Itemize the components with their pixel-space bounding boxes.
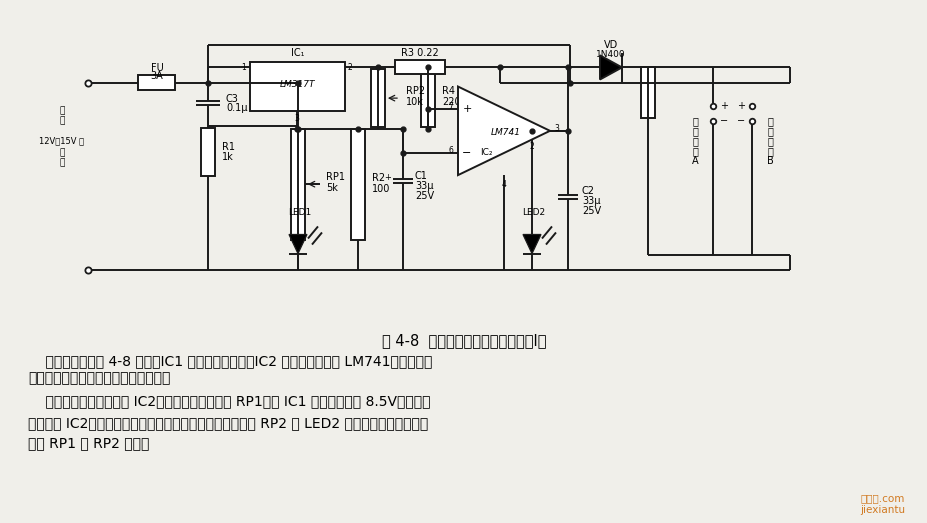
Text: 固定 RP1 和 RP2 即可。: 固定 RP1 和 RP2 即可。 bbox=[28, 436, 149, 450]
Text: 电: 电 bbox=[692, 126, 697, 136]
Text: 25V: 25V bbox=[414, 191, 434, 201]
Bar bbox=[371, 70, 385, 127]
Bar bbox=[138, 75, 175, 89]
Text: 供: 供 bbox=[59, 116, 65, 126]
Text: RP1: RP1 bbox=[325, 172, 345, 182]
Text: 3A: 3A bbox=[150, 72, 163, 82]
Text: 接: 接 bbox=[692, 116, 697, 126]
Polygon shape bbox=[288, 234, 307, 254]
Text: 2: 2 bbox=[529, 142, 534, 152]
Text: IC₁: IC₁ bbox=[290, 48, 304, 59]
Bar bbox=[395, 60, 445, 74]
Bar bbox=[421, 70, 435, 127]
Bar bbox=[249, 62, 345, 111]
Text: +: + bbox=[736, 100, 744, 111]
Polygon shape bbox=[523, 234, 540, 254]
Text: 的单运放或多运放的一个单元也可以。: 的单运放或多运放的一个单元也可以。 bbox=[28, 371, 171, 385]
Text: 12V～15V 电: 12V～15V 电 bbox=[39, 137, 84, 145]
Text: FU: FU bbox=[150, 63, 163, 73]
Polygon shape bbox=[600, 55, 621, 79]
Text: 3: 3 bbox=[553, 124, 558, 133]
Text: R2: R2 bbox=[372, 173, 385, 183]
Text: IC₂: IC₂ bbox=[479, 149, 491, 157]
Text: 3: 3 bbox=[294, 114, 299, 123]
Text: 1k: 1k bbox=[222, 152, 234, 162]
Text: 5k: 5k bbox=[325, 183, 337, 193]
Text: 池: 池 bbox=[692, 136, 697, 146]
Text: 池: 池 bbox=[767, 136, 772, 146]
Text: 4: 4 bbox=[501, 180, 506, 189]
Text: 组: 组 bbox=[767, 146, 772, 156]
Text: 接线图.com
jiexiantu: 接线图.com jiexiantu bbox=[859, 493, 904, 515]
Text: 33μ: 33μ bbox=[414, 181, 433, 191]
Text: 备: 备 bbox=[59, 158, 65, 167]
Text: C1: C1 bbox=[414, 171, 427, 181]
Bar bbox=[641, 67, 654, 118]
Text: 10k: 10k bbox=[406, 97, 424, 107]
Bar bbox=[350, 129, 364, 240]
Text: LM741: LM741 bbox=[490, 128, 520, 138]
Text: −: − bbox=[462, 148, 471, 158]
Text: 1N400: 1N400 bbox=[595, 50, 625, 59]
Text: R3 0.22: R3 0.22 bbox=[400, 48, 438, 59]
Text: 25V: 25V bbox=[581, 207, 601, 217]
Text: 0.1μ: 0.1μ bbox=[226, 103, 248, 112]
Text: 接: 接 bbox=[59, 106, 65, 115]
Text: 调试过程如下：先不装 IC2，不接蓄电池，调节 RP1，使 IC1 的输出电压为 8.5V。断开供: 调试过程如下：先不装 IC2，不接蓄电池，调节 RP1，使 IC1 的输出电压为… bbox=[28, 394, 430, 408]
Text: 接: 接 bbox=[767, 116, 772, 126]
Text: 2: 2 bbox=[348, 63, 352, 72]
Text: 设: 设 bbox=[59, 149, 65, 157]
Text: 33μ: 33μ bbox=[581, 196, 600, 206]
Text: 6: 6 bbox=[448, 146, 452, 155]
Text: R1: R1 bbox=[222, 142, 235, 152]
Text: 220: 220 bbox=[441, 97, 460, 107]
Text: LED1: LED1 bbox=[288, 208, 311, 217]
Text: −: − bbox=[736, 116, 744, 126]
Text: +: + bbox=[719, 100, 727, 111]
Text: +: + bbox=[384, 173, 390, 181]
Text: C2: C2 bbox=[581, 186, 594, 196]
Text: 组: 组 bbox=[692, 146, 697, 156]
Bar bbox=[201, 128, 215, 176]
Text: R4: R4 bbox=[441, 86, 454, 96]
Text: B: B bbox=[766, 156, 772, 166]
Text: 1: 1 bbox=[241, 63, 246, 72]
Text: VD: VD bbox=[603, 40, 617, 50]
Text: 7: 7 bbox=[448, 102, 452, 111]
Text: C3: C3 bbox=[226, 94, 238, 104]
Text: 100: 100 bbox=[372, 184, 390, 194]
Text: LED2: LED2 bbox=[522, 208, 545, 217]
Polygon shape bbox=[458, 86, 550, 175]
Text: +: + bbox=[462, 104, 471, 113]
Text: 电: 电 bbox=[767, 126, 772, 136]
Text: A: A bbox=[691, 156, 697, 166]
Bar bbox=[291, 129, 305, 240]
Text: 元器件可参照图 4-8 选取。IC1 上应加装散热器，IC2 并不一定要使用 LM741，其他型号: 元器件可参照图 4-8 选取。IC1 上应加装散热器，IC2 并不一定要使用 L… bbox=[28, 354, 432, 368]
Text: RP2: RP2 bbox=[406, 86, 425, 96]
Text: 图 4-8  蓄电池自动充电器原理图（Ⅰ）: 图 4-8 蓄电池自动充电器原理图（Ⅰ） bbox=[381, 333, 546, 348]
Text: LM317T: LM317T bbox=[279, 80, 315, 89]
Text: −: − bbox=[719, 116, 728, 126]
Text: 电，装上 IC2，接上充足电的两蓄电池组。恢复供电，调节 RP2 使 LED2 由不发光到开始发光，: 电，装上 IC2，接上充足电的两蓄电池组。恢复供电，调节 RP2 使 LED2 … bbox=[28, 416, 427, 430]
